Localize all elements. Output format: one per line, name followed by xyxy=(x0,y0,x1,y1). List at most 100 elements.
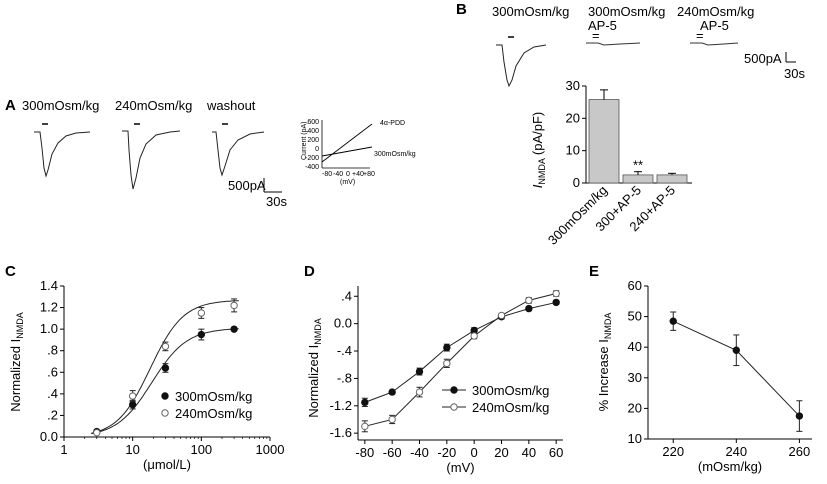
chart-d-xlabel: (mV) xyxy=(446,460,474,475)
chart-e-xtick-label: 240 xyxy=(725,444,747,459)
scalebar-time-label: 30s xyxy=(784,66,805,81)
inset-ytick: 0 xyxy=(315,146,319,153)
chart-e-ytick-label: 50 xyxy=(628,309,642,324)
inset-xtick: 0 xyxy=(346,171,350,178)
chart-d: .4 0.0 -.4 -.8 -1.2 -1.6-80 -60 -40 -20 0 20 40 60 (m… xyxy=(330,286,563,475)
panel-a-condition-2: 240mOsm/kg xyxy=(115,98,192,113)
chart-c: 0.0 .2 .4 .6 .8 1.0 1.2 1.4 1 10 100 1000 (μmol/L) 30… xyxy=(40,278,285,472)
chart-c-series-1-point xyxy=(161,364,170,372)
inset-ytick: 200 xyxy=(307,137,319,144)
chart-b: INMDA(pA/pF) 0 10 20 30 ** 300mOsm/kg300+AP… xyxy=(530,78,692,248)
chart-d-xtick-label: -40 xyxy=(410,445,429,460)
chart-b-ytick-label: 20 xyxy=(566,110,580,125)
chart-d-ytick-label: .4 xyxy=(341,288,352,303)
chart-c-series-2-point xyxy=(161,342,170,351)
panel-a-condition-1: 300mOsm/kg xyxy=(22,98,99,113)
chart-b-bar xyxy=(622,174,654,184)
inset-xlabel: (mV) xyxy=(340,179,355,186)
chart-d-ytick-label: 0.0 xyxy=(334,316,352,331)
scalebar-time-label: 30s xyxy=(266,194,287,209)
chart-c-ytick-label: 0.0 xyxy=(40,429,58,444)
panel-a-condition-3: washout xyxy=(206,98,256,113)
panel-e: E % Increase INMDA 10 20 30 40 50 60 220 240 260… xyxy=(589,263,812,474)
chart-c-legend-2-marker xyxy=(161,409,169,417)
chart-d-series-1-point xyxy=(525,304,533,313)
chart-c-series-2-point xyxy=(230,301,238,310)
chart-d-xtick-label: -80 xyxy=(355,445,374,460)
chart-e-series-1-point xyxy=(732,346,741,354)
chart-d-series-1-line xyxy=(364,301,557,403)
panel-b-condition-2: 300mOsm/kg xyxy=(588,4,665,19)
chart-d-legend-2-label: 240mOsm/kg xyxy=(472,400,549,415)
chart-c-fit-curve-1 xyxy=(91,328,239,435)
chart-e: 10 20 30 40 50 60 220 240 260 (mOsm/kg) xyxy=(628,278,812,474)
inset-curve-4apdd xyxy=(321,123,373,163)
chart-d-ytick-label: -1.2 xyxy=(330,398,352,413)
chart-b-ytick-label: 0 xyxy=(573,175,580,190)
inset-ylabel: Current (pA) xyxy=(301,121,308,160)
chart-b-bar xyxy=(656,174,688,184)
chart-e-ytick-label: 30 xyxy=(628,370,642,385)
chart-d-series-1-point xyxy=(361,398,369,407)
inset-xtick: +40 xyxy=(352,171,364,178)
chart-d-xtick-label: 60 xyxy=(549,445,563,460)
chart-d-series-2-point xyxy=(525,296,533,305)
inset-curve-label-300: 300mOsm/kg xyxy=(374,151,416,158)
chart-c-legend-2-label: 240mOsm/kg xyxy=(175,406,252,421)
chart-d-legend-2-marker xyxy=(450,403,458,411)
chart-c-ylabel: Normalized INMDA xyxy=(8,312,25,411)
chart-e-ytick-label: 60 xyxy=(628,278,642,293)
panel-d-letter: D xyxy=(304,263,315,280)
chart-d-series-2-point xyxy=(388,415,396,424)
panel-c-letter: C xyxy=(5,263,16,280)
chart-e-xtick-label: 220 xyxy=(662,444,684,459)
current-trace-240 xyxy=(122,130,181,190)
chart-c-ytick-label: 1.0 xyxy=(40,321,58,336)
scalebar-current-label: 500pA xyxy=(744,51,782,66)
panel-b-condition-3-drug: AP-5 xyxy=(700,18,729,33)
panel-b-condition-3: 240mOsm/kg xyxy=(677,4,754,19)
chart-b-yticks: 0 10 20 30 xyxy=(566,78,586,190)
chart-d-xtick-label: -20 xyxy=(437,445,456,460)
chart-b-bars xyxy=(588,89,688,184)
chart-d-xtick-label: 0 xyxy=(471,445,478,460)
chart-d-series-2-point xyxy=(361,422,369,431)
chart-b-ytick-label: 10 xyxy=(566,143,580,158)
chart-e-series-1-point xyxy=(795,412,804,420)
chart-d-legend-1-marker xyxy=(450,386,458,394)
inset-ytick: -200 xyxy=(305,155,319,162)
chart-c-xtick-label: 10 xyxy=(125,442,139,457)
chart-b-significance: ** xyxy=(633,158,643,173)
chart-d-series-1-point xyxy=(552,298,560,307)
chart-d-series-2-line xyxy=(364,293,557,427)
chart-c-series-1-point xyxy=(128,400,137,409)
chart-d-xtick-label: 40 xyxy=(522,445,536,460)
iv-inset: 600 400 200 0 -200 -400 -80 -40 0 +40 +8… xyxy=(301,119,416,186)
chart-e-ytick-label: 40 xyxy=(628,339,642,354)
panel-b-letter: B xyxy=(456,1,467,18)
inset-xtick: +80 xyxy=(363,171,375,178)
panel-e-letter: E xyxy=(589,263,599,280)
current-trace-washout xyxy=(212,131,265,177)
chart-d-legend-1-label: 300mOsm/kg xyxy=(472,383,549,398)
scalebar-current-label: 500pA xyxy=(228,178,266,193)
chart-d-ylabel: Normalized INMDA xyxy=(306,318,323,417)
panel-c: C Normalized INMDA 0.0 .2 .4 .6 .8 1.0 1.2 1.4 1… xyxy=(5,263,284,472)
chart-e-xlabel: (mOsm/kg) xyxy=(698,459,762,474)
chart-e-xtick-label: 260 xyxy=(789,444,811,459)
chart-c-series-1-point xyxy=(197,330,206,339)
chart-d-series-2-point xyxy=(470,332,478,340)
chart-c-series-2-point xyxy=(93,428,101,437)
chart-e-ytick-label: 10 xyxy=(628,431,642,446)
chart-d-series-1-point xyxy=(415,367,424,376)
chart-c-ytick-label: .2 xyxy=(47,407,58,422)
chart-c-ytick-label: .4 xyxy=(47,386,58,401)
current-trace-300 xyxy=(496,44,547,88)
inset-ytick: 400 xyxy=(307,128,319,135)
chart-c-series-1-point xyxy=(230,325,238,333)
chart-d-xtick-label: 20 xyxy=(494,445,508,460)
chart-e-ytick-label: 20 xyxy=(628,400,642,415)
chart-d-series-2-point xyxy=(415,388,424,396)
